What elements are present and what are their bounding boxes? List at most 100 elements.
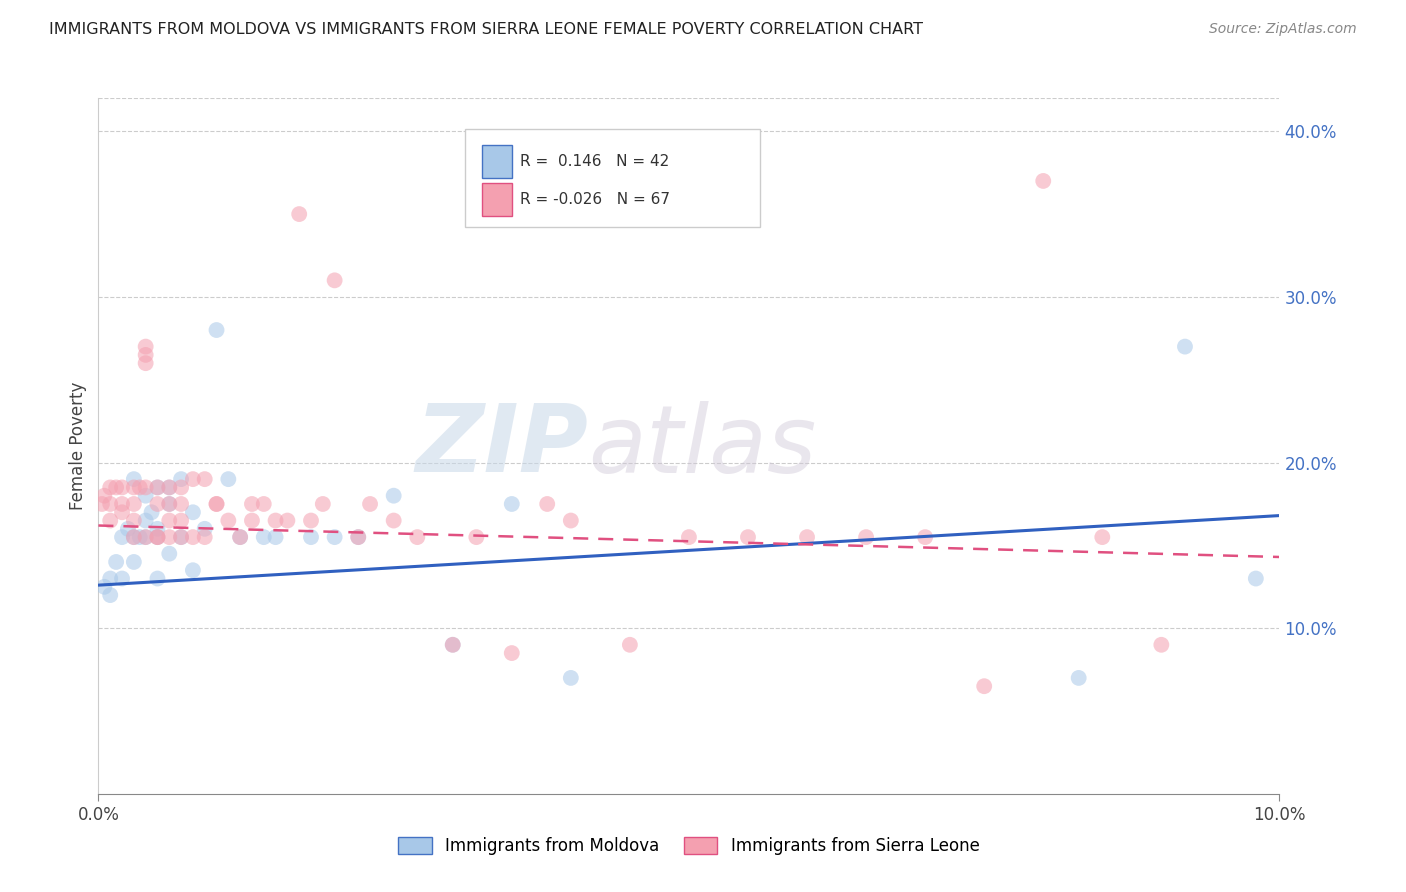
Point bbox=[299, 514, 322, 528]
Point bbox=[229, 530, 252, 544]
Point bbox=[737, 530, 759, 544]
Point bbox=[93, 580, 115, 594]
Point bbox=[205, 323, 228, 337]
Point bbox=[170, 497, 193, 511]
Point bbox=[323, 530, 346, 544]
Point bbox=[382, 489, 405, 503]
Point bbox=[93, 489, 115, 503]
Point bbox=[128, 480, 150, 494]
Point bbox=[217, 514, 239, 528]
Point bbox=[170, 530, 193, 544]
Point bbox=[240, 514, 263, 528]
Point bbox=[181, 472, 204, 486]
FancyBboxPatch shape bbox=[482, 183, 512, 217]
Point bbox=[135, 480, 157, 494]
Point bbox=[170, 530, 193, 544]
Point bbox=[122, 497, 145, 511]
FancyBboxPatch shape bbox=[482, 145, 512, 178]
Point bbox=[128, 530, 150, 544]
Point bbox=[98, 497, 121, 511]
Point bbox=[157, 514, 180, 528]
Point bbox=[170, 472, 193, 486]
Point bbox=[441, 638, 464, 652]
Point bbox=[229, 530, 252, 544]
Legend: Immigrants from Moldova, Immigrants from Sierra Leone: Immigrants from Moldova, Immigrants from… bbox=[391, 830, 987, 862]
Text: R = -0.026   N = 67: R = -0.026 N = 67 bbox=[520, 192, 671, 207]
Point bbox=[135, 514, 157, 528]
Point bbox=[105, 555, 128, 569]
Point bbox=[135, 340, 157, 354]
Point bbox=[157, 530, 180, 544]
Point bbox=[406, 530, 429, 544]
Point bbox=[1067, 671, 1090, 685]
Point bbox=[678, 530, 700, 544]
Point bbox=[1032, 174, 1054, 188]
Point bbox=[194, 522, 217, 536]
Point bbox=[347, 530, 370, 544]
Point bbox=[91, 497, 114, 511]
Point bbox=[135, 348, 157, 362]
Point bbox=[441, 638, 464, 652]
Point bbox=[98, 514, 121, 528]
Point bbox=[465, 530, 488, 544]
Point bbox=[105, 480, 128, 494]
Point bbox=[914, 530, 936, 544]
Point bbox=[796, 530, 818, 544]
Point bbox=[240, 497, 263, 511]
Point bbox=[181, 563, 204, 577]
Point bbox=[312, 497, 335, 511]
Point bbox=[359, 497, 381, 511]
Text: R =  0.146   N = 42: R = 0.146 N = 42 bbox=[520, 154, 669, 169]
Point bbox=[135, 356, 157, 370]
Point bbox=[170, 514, 193, 528]
Point bbox=[194, 530, 217, 544]
Point bbox=[117, 522, 139, 536]
Point bbox=[1244, 572, 1267, 586]
Point bbox=[288, 207, 311, 221]
Point bbox=[855, 530, 877, 544]
Point bbox=[146, 522, 169, 536]
Text: IMMIGRANTS FROM MOLDOVA VS IMMIGRANTS FROM SIERRA LEONE FEMALE POVERTY CORRELATI: IMMIGRANTS FROM MOLDOVA VS IMMIGRANTS FR… bbox=[49, 22, 924, 37]
Text: atlas: atlas bbox=[589, 401, 817, 491]
Point bbox=[98, 588, 121, 602]
Point bbox=[253, 530, 276, 544]
Point bbox=[122, 514, 145, 528]
Point bbox=[135, 530, 157, 544]
FancyBboxPatch shape bbox=[464, 129, 759, 227]
Point bbox=[146, 480, 169, 494]
Point bbox=[157, 480, 180, 494]
Point bbox=[141, 505, 163, 519]
Point bbox=[122, 480, 145, 494]
Point bbox=[122, 472, 145, 486]
Point bbox=[205, 497, 228, 511]
Point bbox=[299, 530, 322, 544]
Point bbox=[98, 480, 121, 494]
Y-axis label: Female Poverty: Female Poverty bbox=[69, 382, 87, 510]
Point bbox=[382, 514, 405, 528]
Point bbox=[146, 530, 169, 544]
Point bbox=[146, 572, 169, 586]
Point bbox=[1174, 340, 1197, 354]
Point bbox=[146, 497, 169, 511]
Point bbox=[157, 547, 180, 561]
Point bbox=[253, 497, 276, 511]
Point bbox=[217, 472, 239, 486]
Point bbox=[1091, 530, 1114, 544]
Point bbox=[264, 530, 287, 544]
Point bbox=[146, 480, 169, 494]
Point bbox=[111, 530, 134, 544]
Point bbox=[146, 530, 169, 544]
Point bbox=[619, 638, 641, 652]
Point bbox=[111, 480, 134, 494]
Point bbox=[122, 530, 145, 544]
Text: ZIP: ZIP bbox=[416, 400, 589, 492]
Point bbox=[122, 530, 145, 544]
Point bbox=[323, 273, 346, 287]
Point bbox=[146, 530, 169, 544]
Point bbox=[157, 497, 180, 511]
Point bbox=[347, 530, 370, 544]
Point bbox=[122, 555, 145, 569]
Point bbox=[973, 679, 995, 693]
Point bbox=[501, 646, 523, 660]
Point bbox=[264, 514, 287, 528]
